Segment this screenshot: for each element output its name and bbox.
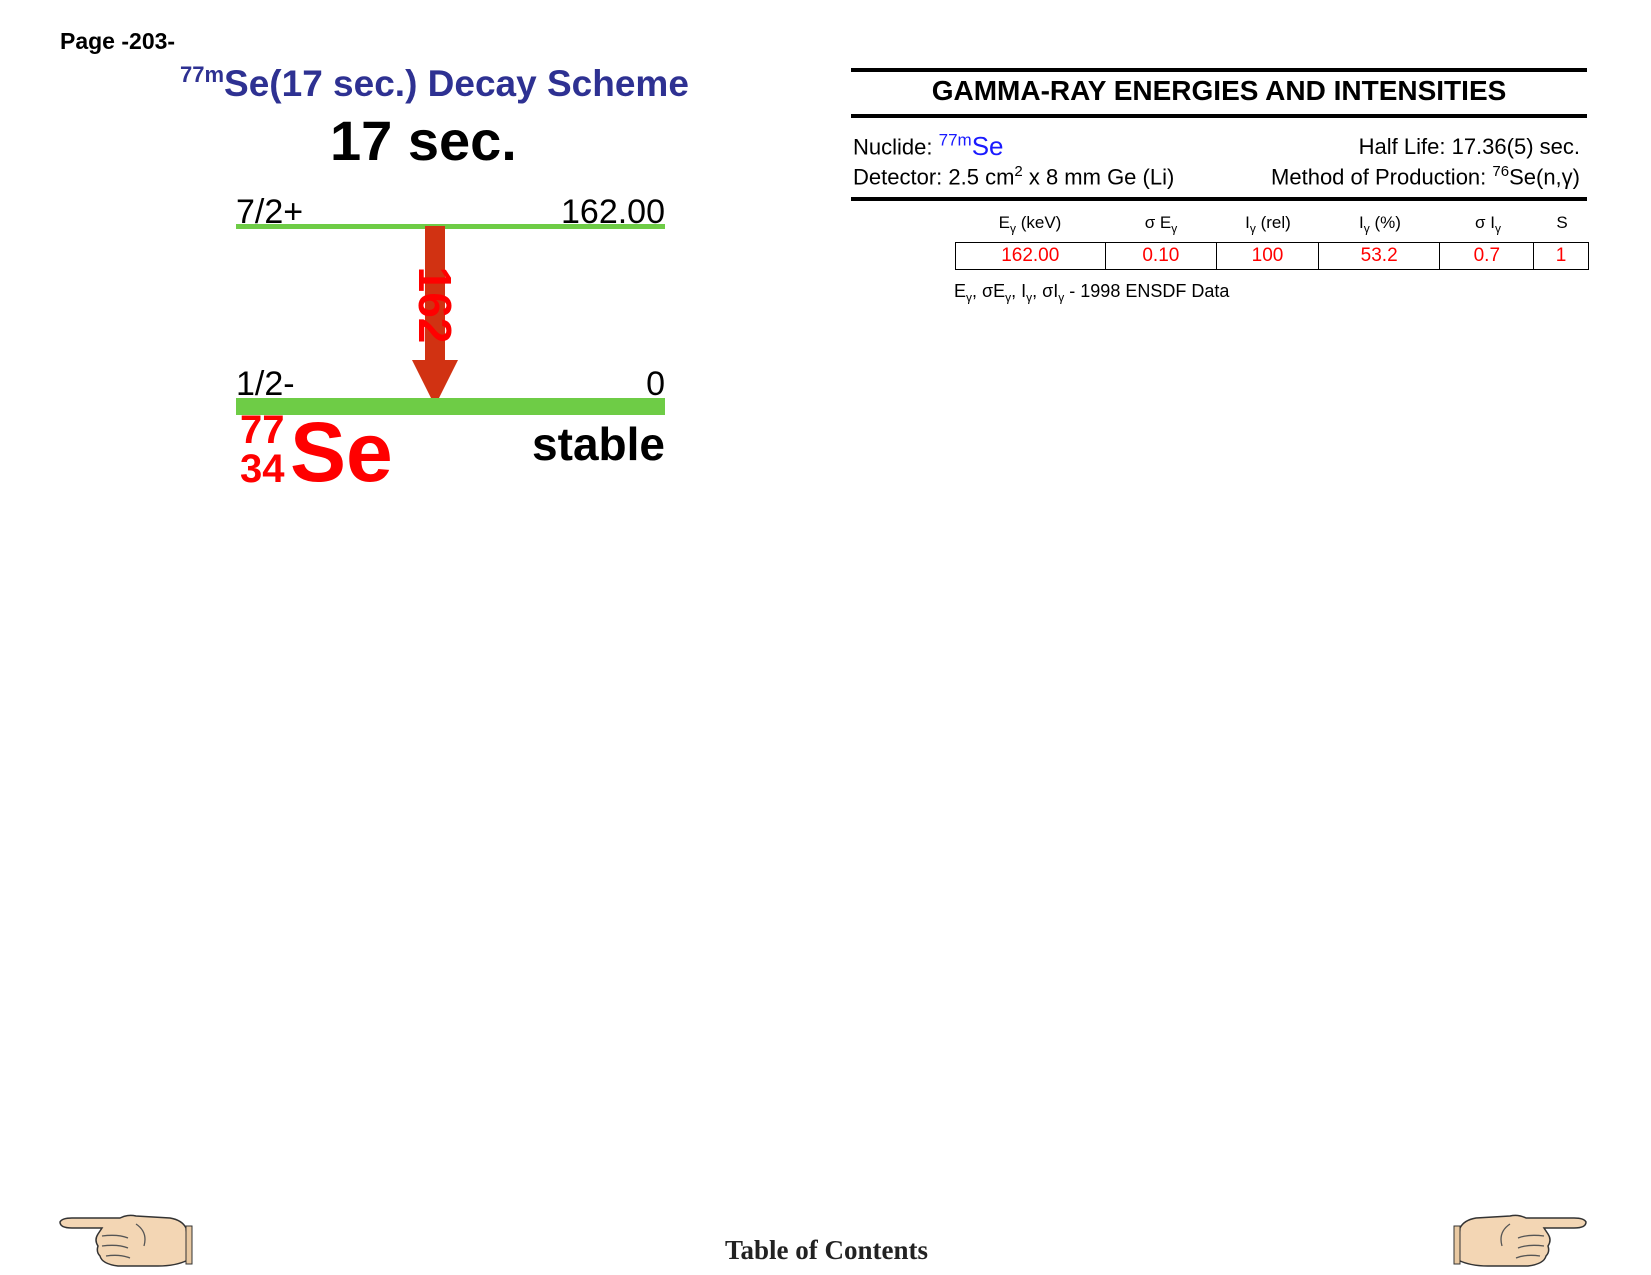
column-header-relative-intensity: Iγ (rel) [1217,213,1319,235]
column-header-energy-uncertainty: σ Eγ [1105,213,1217,235]
nuclide-mass-superscript: 77m [938,130,972,149]
production-text: Method of Production: [1271,164,1493,190]
detector-info: Detector: 2.5 cm2 x 8 mm Ge (Li) [853,163,1174,190]
pointing-hand-right-icon[interactable] [1452,1212,1588,1273]
col-tail: (%) [1369,213,1401,232]
col-main: I [1359,213,1364,232]
nuclide-mass-number: 77 [240,408,285,452]
gamma-transition-arrow-shaft [425,226,445,364]
table-info-rule [851,197,1587,201]
data-source-text: 1998 ENSDF Data [1080,281,1230,301]
half-life-heading: 17 sec. [330,109,517,172]
cell-percent-intensity: 53.2 [1319,243,1441,269]
col-main: E [998,213,1010,232]
col-sub: γ [1171,221,1178,236]
col-main: S [1556,213,1568,232]
title-mass-superscript: 77m [180,62,225,87]
detector-superscript: 2 [1014,163,1023,180]
ground-level-spin: 1/2- [236,365,295,403]
nuclide-symbol: Se [290,405,393,499]
table-of-contents-link[interactable]: Table of Contents [724,1235,929,1265]
cell-energy: 162.00 [956,243,1106,269]
col-sub: γ [1363,221,1370,236]
detector-text-tail: x 8 mm Ge (Li) [1022,164,1175,190]
nuclide-label: Nuclide: [853,134,933,160]
upper-level-line [236,224,665,229]
decay-scheme-title: 77mSe(17 sec.) Decay Scheme [180,62,689,105]
cell-energy-uncertainty: 0.10 [1106,243,1218,269]
column-header-s: S [1535,213,1589,233]
cell-s: 1 [1555,245,1567,266]
table-top-rule [851,68,1587,72]
cell-intensity-uncertainty: 0.7 [1440,243,1535,269]
title-text: Se(17 sec.) Decay Scheme [224,63,689,104]
nuclide-value-symbol: Se [971,130,1004,161]
table-title-rule [851,114,1587,118]
detector-text: Detector: 2.5 cm [853,164,1015,190]
col-sub: γ [1494,221,1501,236]
nuclide-info: Nuclide: 77mSe [853,130,1004,162]
col-main: σ I [1475,213,1495,232]
col-sub: γ [1249,221,1256,236]
stable-label: stable [532,418,665,470]
gamma-table-title: GAMMA-RAY ENERGIES AND INTENSITIES [931,75,1507,106]
column-header-percent-intensity: Iγ (%) [1319,213,1441,235]
column-header-energy: Eγ (keV) [955,213,1105,235]
column-header-intensity-uncertainty: σ Iγ [1441,213,1535,235]
col-tail: (keV) [1016,213,1062,232]
production-reaction: Se(n,γ) [1509,164,1580,190]
page-number: Page -203- [60,28,176,54]
production-method-info: Method of Production: 76Se(n,γ) [1200,163,1580,190]
cell-relative-intensity: 100 [1217,243,1319,269]
ground-level-energy: 0 [646,365,665,403]
col-main: I [1245,213,1250,232]
table-row: 162.00 0.10 100 53.2 0.7 1 [955,242,1589,270]
nuclide-atomic-number: 34 [240,447,285,491]
half-life-info: Half Life: 17.36(5) sec. [1358,134,1580,159]
col-main: σ E [1144,213,1172,232]
col-tail: (rel) [1255,213,1291,232]
ground-level-line [236,398,665,415]
data-source-note: Eγ, σEγ, Iγ, σIγ - 1998 ENSDF Data [954,281,1230,305]
production-superscript: 76 [1492,163,1510,180]
pointing-hand-left-icon[interactable] [58,1212,194,1273]
col-sub: γ [1010,221,1016,236]
nuclide-value: 77mSe [938,130,1004,161]
gamma-transition-label: 162 [409,266,461,344]
